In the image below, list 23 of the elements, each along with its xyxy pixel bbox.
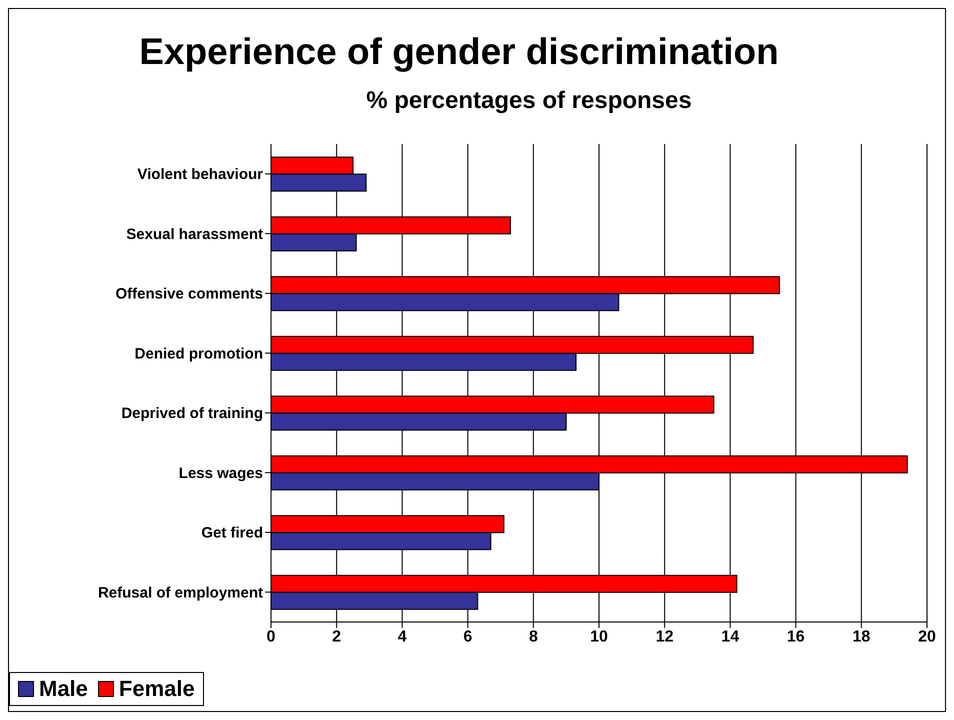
- x-tick-label: 4: [398, 628, 407, 646]
- x-tick-label: 16: [786, 628, 805, 646]
- x-tick-label: 10: [590, 628, 608, 646]
- y-tick-label: Sexual harassment: [126, 226, 263, 243]
- y-tick-label: Denied promotion: [134, 345, 263, 362]
- y-tick-label: Offensive comments: [115, 286, 263, 303]
- x-tick-label: 12: [656, 628, 674, 646]
- x-tick-label: 18: [852, 628, 870, 646]
- x-tick-label: 8: [528, 628, 538, 646]
- y-tick-label: Refusal of employment: [98, 584, 264, 602]
- x-tick-label: 20: [918, 628, 936, 646]
- chart-subtitle: % percentages of responses: [365, 87, 693, 115]
- legend-label: Male: [39, 676, 88, 702]
- legend-label: Female: [118, 676, 195, 702]
- y-tick-label: Less wages: [178, 464, 263, 482]
- x-tick-label: 2: [332, 628, 342, 646]
- y-tick-label: Violent behaviour: [137, 166, 264, 184]
- chart-title: Experience of gender discrimination: [138, 31, 780, 73]
- y-tick-label: Deprived of training: [121, 405, 263, 422]
- x-tick-label: 0: [266, 628, 276, 646]
- y-tick-label: Get fired: [201, 524, 263, 542]
- x-tick-label: 14: [721, 628, 740, 646]
- x-tick-label: 6: [463, 628, 472, 646]
